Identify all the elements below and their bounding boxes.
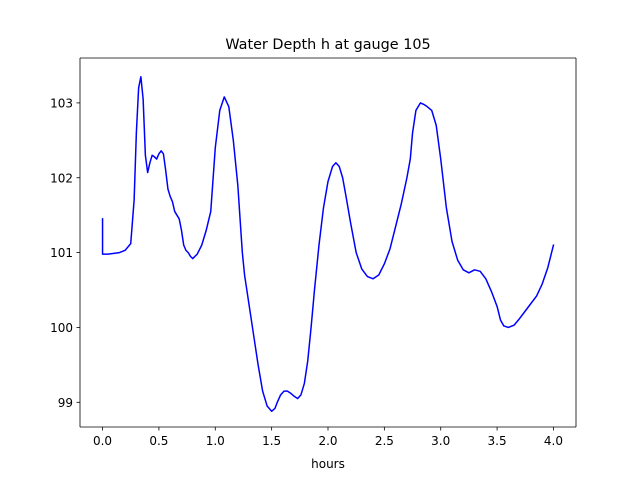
y-tick-label: 102 bbox=[50, 171, 73, 185]
x-tick-label: 3.0 bbox=[431, 434, 450, 448]
y-tick-label: 103 bbox=[50, 96, 73, 110]
x-tick-label: 0.5 bbox=[149, 434, 168, 448]
chart-title: Water Depth h at gauge 105 bbox=[225, 37, 430, 53]
x-tick-label: 1.0 bbox=[206, 434, 225, 448]
y-axis-ticks: 99 100 101 102 103 bbox=[50, 96, 80, 410]
x-tick-label: 4.0 bbox=[544, 434, 563, 448]
plot-area bbox=[79, 57, 577, 428]
x-tick-label: 2.0 bbox=[318, 434, 337, 448]
x-tick-label: 2.5 bbox=[375, 434, 394, 448]
y-tick-label: 101 bbox=[50, 246, 73, 260]
y-tick-label: 100 bbox=[50, 321, 73, 335]
x-axis-ticks: 0.0 0.5 1.0 1.5 2.0 2.5 3.0 3.5 4.0 bbox=[93, 427, 563, 448]
y-tick-label: 99 bbox=[58, 396, 73, 410]
x-tick-label: 1.5 bbox=[262, 434, 281, 448]
x-tick-label: 0.0 bbox=[93, 434, 112, 448]
x-tick-label: 3.5 bbox=[488, 434, 507, 448]
x-axis-label: hours bbox=[311, 457, 345, 471]
series-line-1 bbox=[101, 75, 555, 413]
